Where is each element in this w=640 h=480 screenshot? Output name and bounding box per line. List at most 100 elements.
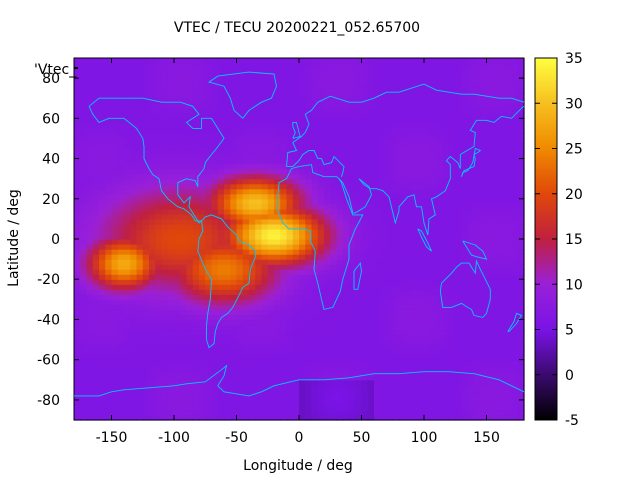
heatmap-cell	[417, 309, 425, 316]
heatmap-cell	[505, 279, 513, 285]
heatmap-cell	[161, 83, 169, 89]
heatmap-cell	[299, 138, 306, 145]
heatmap-cell	[224, 158, 231, 165]
heatmap-cell	[442, 244, 450, 250]
heatmap-cell	[180, 88, 188, 94]
heatmap-cell	[99, 183, 106, 190]
heatmap-cell	[317, 264, 325, 270]
heatmap-cell	[330, 143, 338, 150]
heatmap-cell	[411, 123, 419, 129]
heatmap-cell	[474, 409, 481, 416]
heatmap-cell	[255, 93, 263, 99]
heatmap-cell	[436, 344, 444, 351]
heatmap-cell	[405, 98, 413, 104]
heatmap-cell	[342, 218, 350, 225]
heatmap-cell	[336, 233, 344, 240]
heatmap-cell	[492, 143, 500, 150]
heatmap-cell	[180, 354, 188, 361]
heatmap-cell	[99, 394, 106, 401]
heatmap-cell	[411, 153, 419, 160]
heatmap-cell	[361, 354, 369, 361]
heatmap-cell	[124, 259, 131, 265]
heatmap-cell	[167, 98, 175, 104]
heatmap-cell	[499, 309, 506, 316]
heatmap-cell	[317, 108, 325, 114]
heatmap-cell	[186, 83, 194, 89]
heatmap-cell	[224, 324, 231, 331]
heatmap-cell	[161, 319, 169, 326]
heatmap-cell	[142, 148, 150, 155]
heatmap-cell	[486, 249, 494, 255]
heatmap-cell	[430, 118, 438, 124]
heatmap-cell	[480, 364, 488, 371]
heatmap-cell	[517, 324, 525, 331]
heatmap-cell	[292, 254, 300, 260]
heatmap-cell	[380, 88, 388, 94]
heatmap-cell	[280, 193, 288, 200]
heatmap-cell	[449, 203, 456, 210]
heatmap-cell	[492, 244, 500, 250]
heatmap-cell	[174, 239, 181, 245]
heatmap-cell	[461, 279, 469, 285]
heatmap-cell	[511, 374, 519, 381]
heatmap-cell	[174, 233, 181, 240]
heatmap-cell	[405, 108, 413, 114]
heatmap-cell	[367, 294, 375, 300]
heatmap-cell	[155, 163, 163, 170]
heatmap-cell	[136, 319, 144, 326]
heatmap-cell	[261, 208, 269, 215]
heatmap-cell	[461, 404, 469, 411]
heatmap-cell	[92, 374, 100, 381]
heatmap-cell	[424, 163, 431, 170]
heatmap-cell	[261, 364, 269, 371]
heatmap-cell	[286, 319, 294, 326]
heatmap-cell	[174, 244, 181, 250]
heatmap-cell	[211, 113, 219, 119]
heatmap-cell	[311, 128, 319, 135]
heatmap-cell	[99, 344, 106, 351]
heatmap-cell	[499, 128, 506, 135]
heatmap-cell	[324, 274, 331, 280]
heatmap-cell	[224, 133, 231, 140]
heatmap-cell	[267, 369, 275, 376]
heatmap-cell	[367, 183, 375, 190]
heatmap-cell	[330, 369, 338, 376]
heatmap-cell	[424, 88, 431, 94]
heatmap-cell	[424, 279, 431, 285]
heatmap-cell	[330, 93, 338, 99]
heatmap-cell	[217, 344, 225, 351]
heatmap-cell	[455, 384, 463, 391]
heatmap-cell	[511, 178, 519, 185]
heatmap-cell	[324, 223, 331, 230]
heatmap-cell	[117, 274, 125, 280]
heatmap-cell	[99, 414, 106, 421]
heatmap-cell	[492, 113, 500, 119]
heatmap-cell	[124, 354, 131, 361]
heatmap-cell	[461, 138, 469, 145]
heatmap-cell	[130, 98, 138, 104]
heatmap-cell	[461, 299, 469, 305]
heatmap-cell	[449, 279, 456, 285]
heatmap-cell	[430, 384, 438, 391]
heatmap-cell	[286, 143, 294, 150]
heatmap-cell	[286, 414, 294, 421]
heatmap-cell	[217, 193, 225, 200]
heatmap-cell	[336, 123, 344, 129]
heatmap-cell	[130, 409, 138, 416]
heatmap-cell	[342, 78, 350, 84]
heatmap-cell	[386, 319, 394, 326]
heatmap-cell	[124, 88, 131, 94]
heatmap-cell	[442, 228, 450, 235]
heatmap-cell	[261, 108, 269, 114]
heatmap-cell	[474, 143, 481, 150]
heatmap-cell	[499, 108, 506, 114]
heatmap-cell	[330, 168, 338, 175]
heatmap-cell	[274, 108, 281, 114]
heatmap-cell	[74, 314, 81, 321]
heatmap-cell	[474, 168, 481, 175]
heatmap-cell	[467, 98, 475, 104]
heatmap-cell	[167, 249, 175, 255]
heatmap-cell	[380, 369, 388, 376]
heatmap-cell	[480, 359, 488, 366]
heatmap-cell	[249, 389, 256, 396]
